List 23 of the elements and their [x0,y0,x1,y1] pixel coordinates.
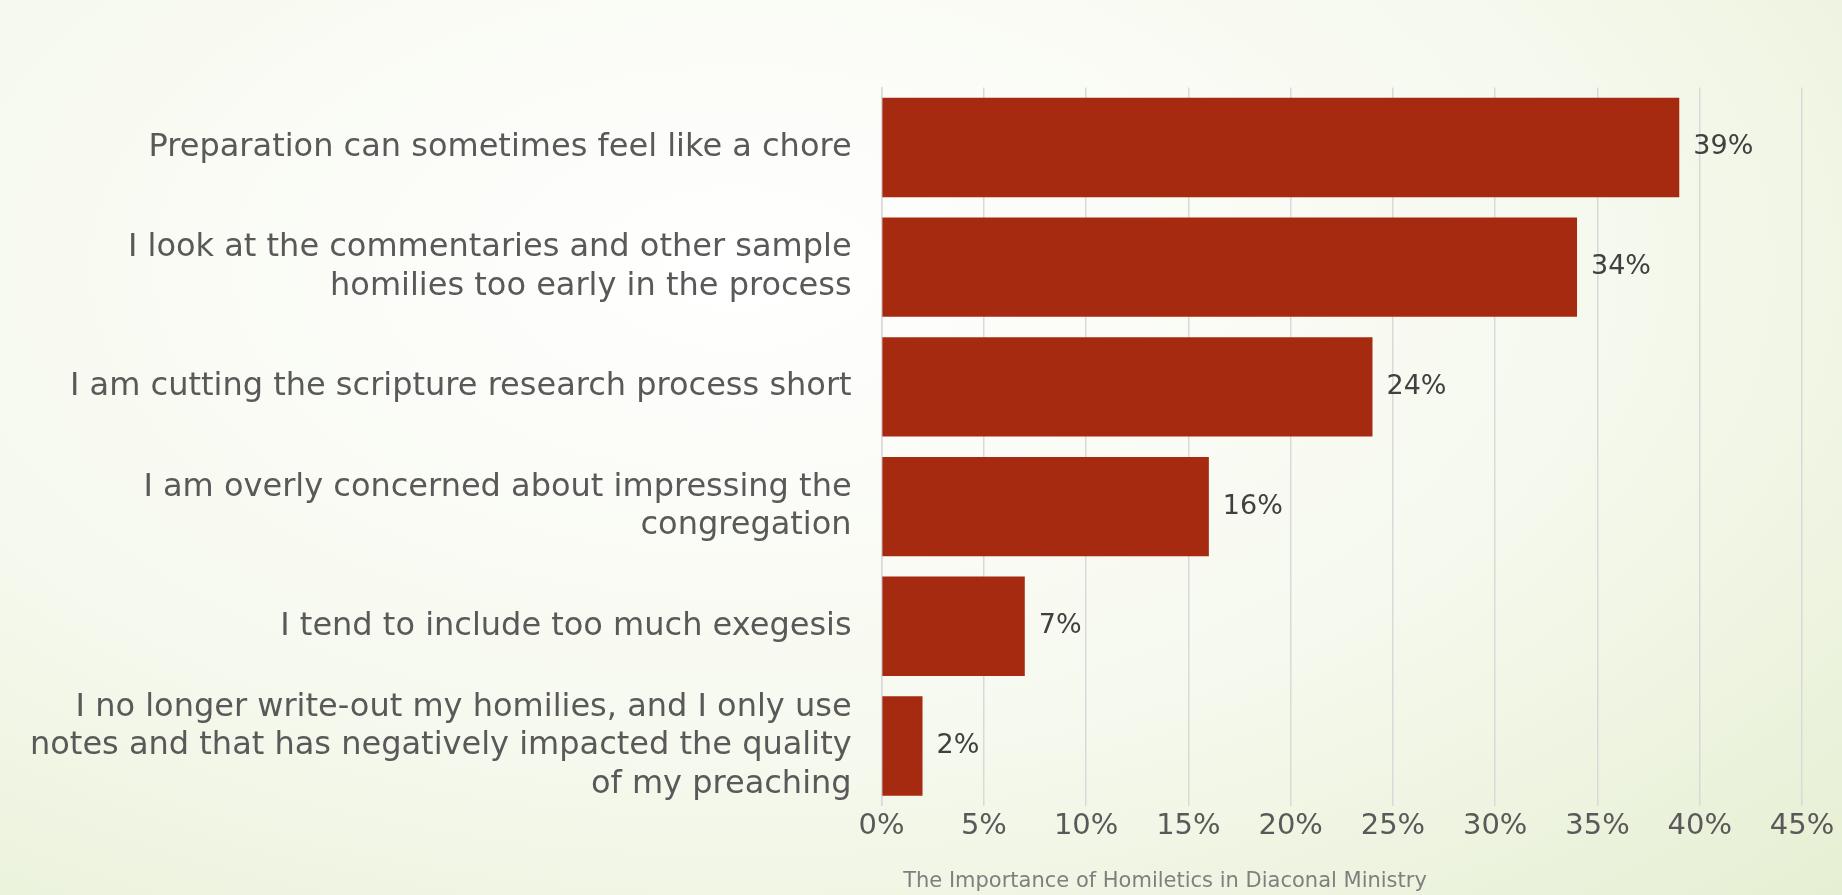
y-tick-label: I look at the commentaries and other sample homilies too early in the process [127,226,852,303]
y-tick-label: I am cutting the scripture research process short [69,365,852,404]
x-tick-label: 0% [858,806,905,841]
y-tick-label: I no longer write-out my homilies, and I only use notes and that has negatively impacted the quality of my preaching [30,685,852,801]
y-tick-label: I am overly concerned about impressing the congregation [143,465,852,543]
x-tick-label: 5% [960,806,1007,841]
data-label: 39% [1693,129,1754,161]
x-tick-label: 45% [1769,806,1835,841]
x-tick-label: 15% [1156,806,1221,841]
x-tick-label: 30% [1462,806,1528,841]
y-tick-label: Preparation can sometimes feel like a chore [148,125,852,164]
x-tick-label: 20% [1258,806,1323,841]
data-label: 2% [936,727,980,759]
x-tick-label: 40% [1667,806,1732,841]
data-label: 24% [1386,368,1447,400]
data-label: 7% [1038,608,1082,640]
data-label: 34% [1591,249,1652,281]
y-tick-label: I tend to include too much exegesis [280,604,852,643]
x-tick-label: 35% [1565,806,1630,841]
text: The Importance of Homiletics in Diaconal Ministry [902,868,1428,892]
x-tick-label: 25% [1360,806,1426,841]
data-label: 16% [1222,488,1283,520]
x-tick-label: 10% [1053,806,1119,841]
